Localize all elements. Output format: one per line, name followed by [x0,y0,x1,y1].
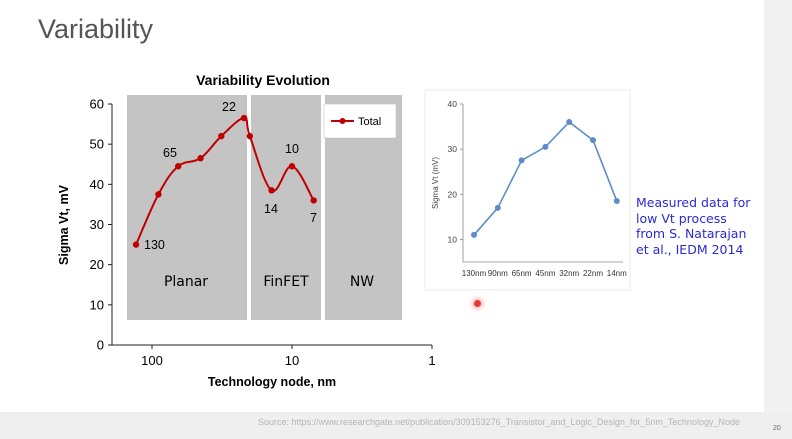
data-point [310,197,317,204]
data-point [246,132,254,140]
x-tick-label: 100 [141,353,163,368]
data-point [174,163,182,170]
right-chart-frame [424,89,631,291]
source-citation: Source: https://www.researchgate.net/pub… [258,417,740,427]
y-axis: 0 10 20 30 40 50 60 [90,97,113,353]
plot-area [132,114,317,248]
right-data-point [542,143,549,150]
series-line-total [135,117,315,245]
y-tick-label: 50 [90,137,104,152]
right-x-tick-label: 14nm [607,269,627,278]
region-label-nw: NW [350,274,374,290]
annotation-130: 130 [144,238,165,252]
data-point [197,155,204,162]
y-tick-label: 20 [90,257,104,272]
right-x-tick-label: 130nm [462,269,487,278]
right-y-tick-label: 40 [448,99,458,109]
annotation-10: 10 [285,142,299,156]
right-data-point [566,119,573,126]
right-y-tick-label: 10 [448,234,458,244]
region-label-finfet: FinFET [263,274,309,290]
right-y-tick-label: 30 [448,144,458,154]
slide-title: Variability [38,14,154,44]
data-point [288,163,296,170]
data-point [132,241,140,248]
laser-pointer-dot [474,300,481,307]
data-point [155,191,162,198]
y-tick-label: 40 [90,177,104,192]
annotation-65: 65 [163,146,177,160]
right-x-tick-label: 90nm [488,269,508,278]
note-line: low Vt process [636,210,727,226]
measured-data-note: Measured data for low Vt process from S.… [636,195,761,257]
data-point [218,132,225,140]
right-x-tick-label: 45nm [535,269,555,278]
region-label-planar: Planar [164,274,208,290]
page-number: 20 [773,425,781,432]
planar-region [127,95,247,320]
right-data-point [471,231,477,238]
y-tick-label: 60 [90,97,104,112]
legend: Total [323,103,397,139]
legend-label-total: Total [358,116,381,128]
right-x-tick-label: 22nm [583,269,603,278]
legend-marker [339,118,346,124]
right-data-point [518,157,525,164]
right-plot-area [471,119,620,238]
x-tick-label: 1 [428,353,435,368]
data-point [268,187,275,194]
y-tick-label: 0 [97,338,104,353]
right-x-tick-label: 65nm [512,269,532,278]
data-point [240,114,248,122]
note-line: Measured data for [636,195,751,210]
y-tick-label: 10 [90,297,104,312]
right-data-point [613,198,620,205]
note-line: et al., IEDM 2014 [636,241,744,257]
annotation-22: 22 [222,100,236,114]
x-axis-label: Technology node, nm [208,375,336,389]
right-y-axis-label: Sigma Vt (mV) [431,157,440,209]
right-ticks: 10 20 30 40 130nm 90nm 65nm 45nm 32nm 22nm 14nm [448,99,628,278]
right-data-point [494,204,501,211]
annotation-7: 7 [310,211,317,225]
x-tick-label: 10 [285,353,299,368]
finfet-region [251,95,321,320]
footer-bar [0,412,792,439]
annotation-14: 14 [264,202,278,216]
y-axis-label: Sigma Vt, mV [57,184,71,265]
right-x-tick-label: 32nm [559,269,579,278]
y-tick-label: 30 [90,217,104,232]
right-scroll-gutter [764,0,792,439]
right-y-tick-label: 20 [448,189,458,199]
measured-sigma-vt-chart: Sigma Vt (mV) 10 20 30 40 130nm 90nm 65nm 45nm 3… [424,89,631,291]
chart-title: Variability Evolution [196,72,330,88]
right-data-point [590,137,596,144]
x-axis: 100 10 1 [112,344,436,368]
note-line: from S. Natarajan [636,226,747,241]
